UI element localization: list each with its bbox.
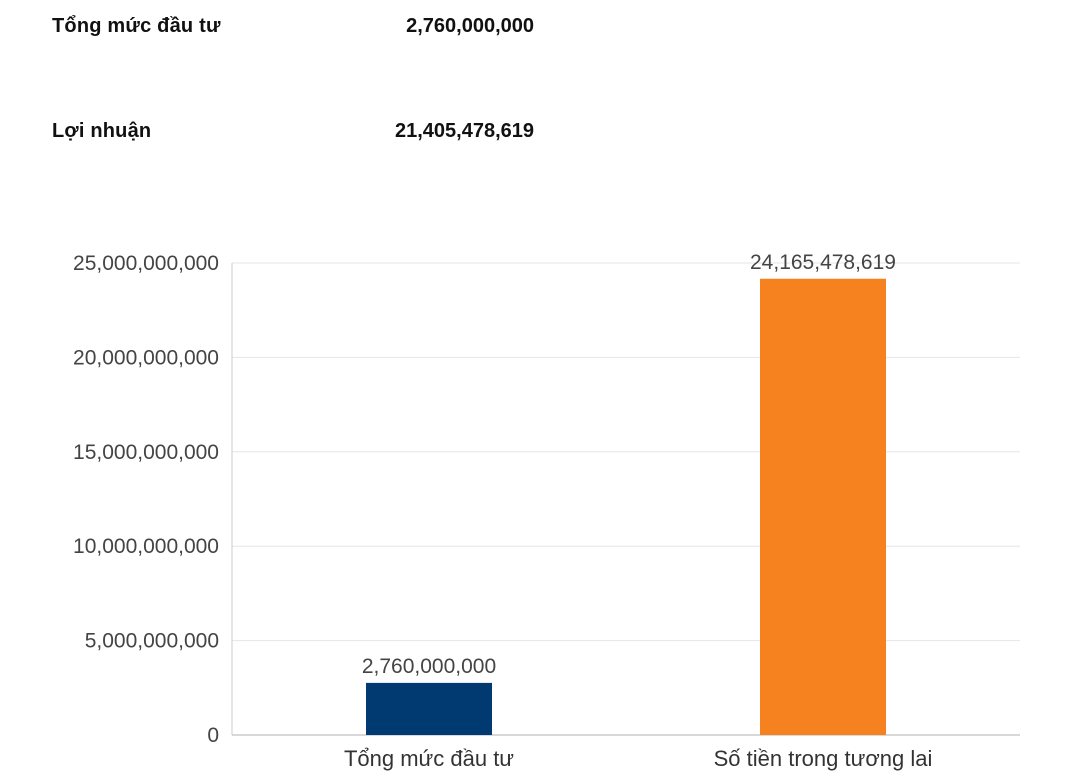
- y-tick-label: 5,000,000,000: [85, 630, 219, 653]
- investment-label: Tổng mức đầu tư: [52, 15, 221, 37]
- bar: [760, 278, 886, 735]
- profit-label: Lợi nhuận: [52, 120, 152, 142]
- labels: 0 5,000,000,000 10,000,000,000 15,000,000,0…: [73, 251, 932, 771]
- data-label: 2,760,000,000: [362, 655, 496, 678]
- x-category-label: Tổng mức đầu tư: [344, 746, 514, 771]
- y-tick-label: 10,000,000,000: [73, 535, 219, 558]
- bars: [366, 278, 886, 735]
- bar: [366, 682, 492, 735]
- y-tick-label: 15,000,000,000: [73, 441, 219, 464]
- axes: [231, 263, 1020, 736]
- gridlines: [232, 262, 1020, 642]
- data-label: 24,165,478,619: [750, 251, 896, 274]
- summary-row-investment: Tổng mức đầu tư 2,760,000,000: [52, 15, 534, 45]
- y-tick-label: 0: [207, 724, 219, 747]
- investment-value: 2,760,000,000: [406, 15, 534, 37]
- y-tick-label: 25,000,000,000: [73, 252, 219, 275]
- profit-value: 21,405,478,619: [394, 120, 534, 142]
- y-tick-label: 20,000,000,000: [73, 346, 219, 369]
- x-category-label: Số tiền trong tương lai: [714, 746, 933, 771]
- summary-row-profit: Lợi nhuận 21,405,478,619: [52, 120, 534, 150]
